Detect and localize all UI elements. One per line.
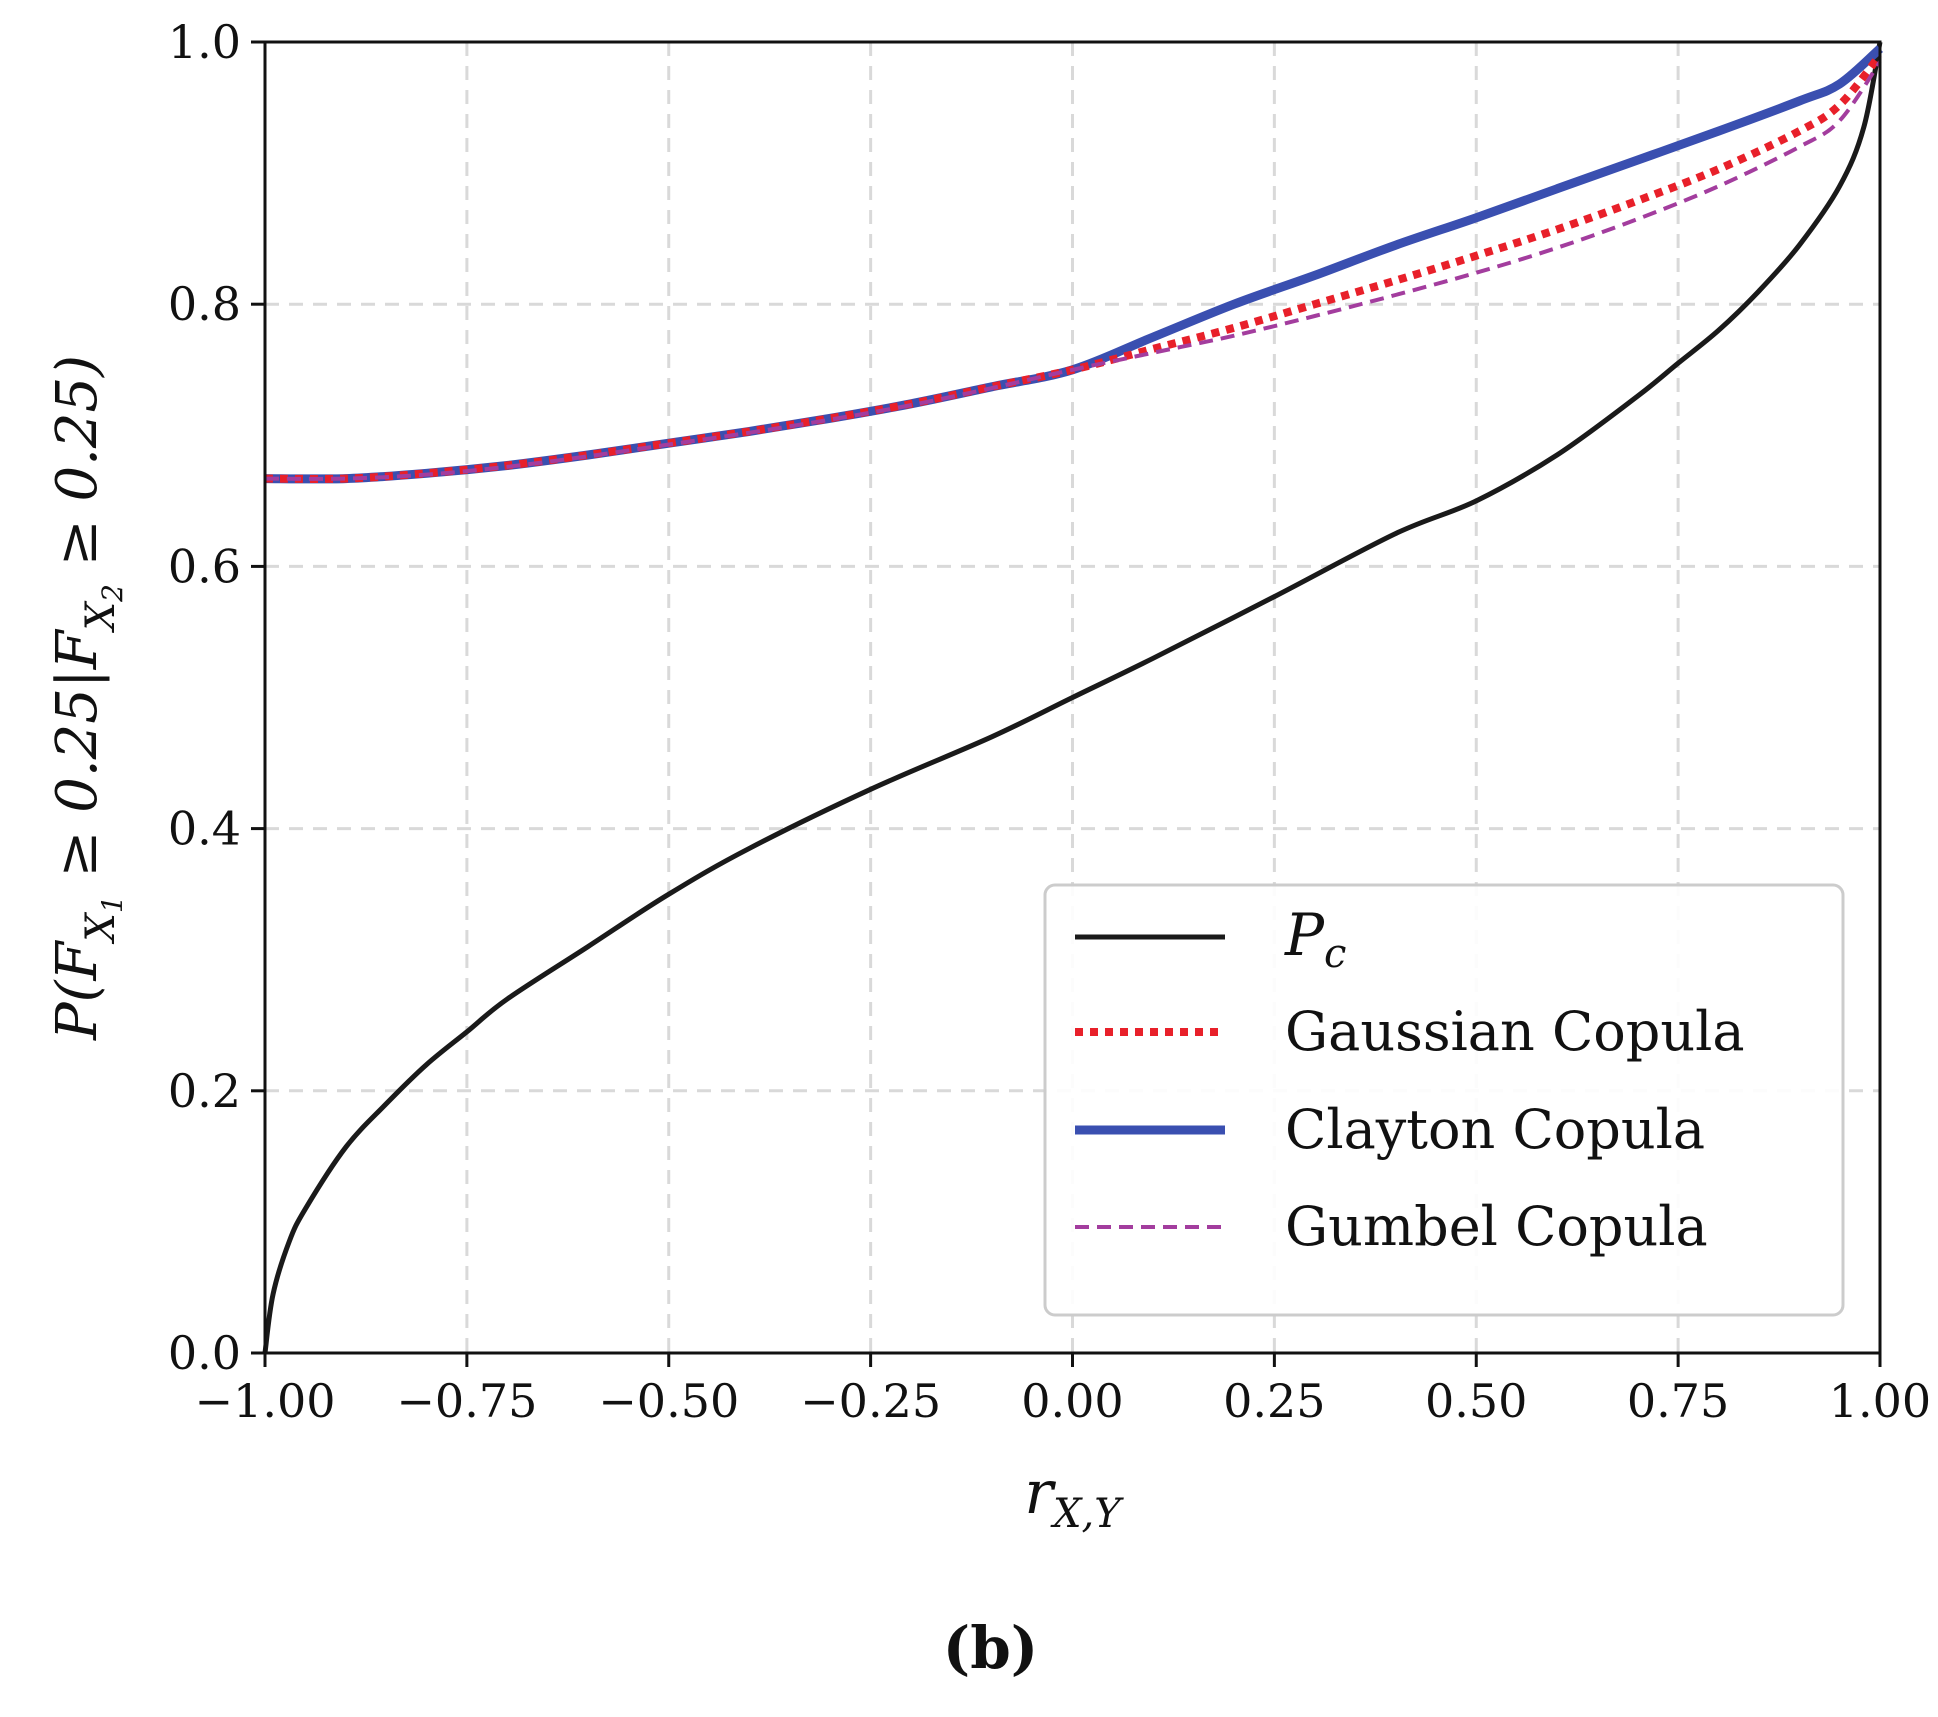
y-tick-label: 1.0 [168, 15, 241, 69]
y-axis-label-part: X [78, 912, 124, 945]
x-tick-label: 1.00 [1829, 1374, 1931, 1428]
series-group [262, 41, 1884, 1354]
x-tick-label: 0.25 [1223, 1374, 1325, 1428]
legend-label: Gaussian Copula [1285, 1000, 1745, 1063]
legend-frame [1043, 883, 1845, 1317]
y-axis-label: P(FX1 ≥ 0.25|FX2 ≥ 0.25) [45, 355, 129, 1041]
y-axis-label-part: ≥ 0.25|F [45, 628, 110, 895]
figure-caption: (b) [943, 1614, 1038, 1682]
y-axis-label-part: ≥ 0.25) [45, 355, 110, 584]
x-axis-label-main: r [1024, 1458, 1056, 1528]
x-tick-label: −0.75 [396, 1374, 537, 1428]
x-tick-label: 0.50 [1425, 1374, 1527, 1428]
y-axis-label-part: P(F [45, 939, 110, 1041]
series-line-p-c [262, 41, 1883, 1354]
y-tick-label: 0.6 [168, 539, 241, 593]
series-line-gumbel-copula [264, 60, 1882, 481]
x-tick-label: −0.50 [598, 1374, 739, 1428]
x-tick-label: 0.00 [1021, 1374, 1123, 1428]
grid-lines [265, 42, 1880, 1353]
legend-label-main: P [1284, 901, 1325, 969]
y-tick-label: 0.8 [168, 277, 241, 331]
legend-label-sub: c [1324, 931, 1346, 977]
x-tick-label: −1.00 [195, 1374, 336, 1428]
x-tick-label: 0.75 [1627, 1374, 1729, 1428]
series-line-gaussian-copula [264, 52, 1884, 483]
y-tick-label: 0.2 [168, 1064, 241, 1118]
legend: Pc Gaussian Copula Clayton Copula Gumbel Co… [1043, 883, 1845, 1317]
y-tick-label: 0.4 [168, 802, 241, 856]
y-tick-label: 0.0 [168, 1326, 241, 1380]
legend-label: Pc [1284, 901, 1346, 977]
x-axis-label-sub: X,Y [1050, 1491, 1124, 1537]
ticks: −1.00 −0.75 −0.50 −0.25 0.00 0.25 0.50 0.75 1.00… [168, 15, 1931, 1428]
legend-label: Gumbel Copula [1285, 1195, 1708, 1258]
legend-label: Clayton Copula [1285, 1098, 1705, 1161]
y-axis-label-part: 1 [96, 895, 129, 913]
x-axis-label: rX,Y [1024, 1458, 1124, 1537]
y-axis-label-part: X [78, 600, 124, 633]
y-axis-label-part: 2 [96, 584, 129, 603]
x-tick-label: −0.25 [800, 1374, 941, 1428]
